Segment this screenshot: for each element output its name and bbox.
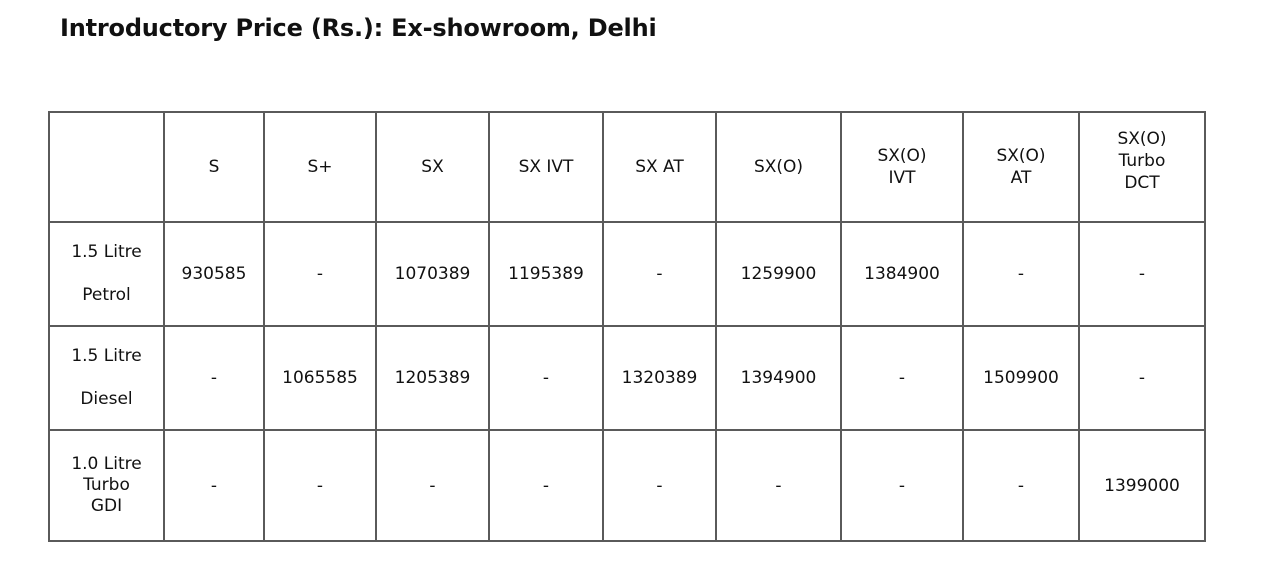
column-header-text: SX(O) Turbo DCT: [1081, 128, 1203, 194]
row-label-petrol-1-5: 1.5 Litre Petrol: [48, 221, 165, 327]
row-label-text: 1.5 Litre Diesel: [51, 346, 162, 409]
column-header-sx-ivt: SX IVT: [488, 111, 604, 223]
price-cell: -: [602, 429, 717, 542]
table-row: 1.0 Litre Turbo GDI - - - - - - - -1399000: [48, 429, 1206, 542]
row-label-line: Turbo: [83, 475, 130, 496]
price-cell: -: [715, 429, 842, 542]
row-label-line: GDI: [90, 495, 123, 516]
row-label-turbo-gdi-1-0: 1.0 Litre Turbo GDI: [48, 429, 165, 542]
row-label-text: 1.0 Litre Turbo GDI: [51, 454, 162, 516]
header-line: SX(O): [877, 145, 927, 166]
price-cell: -: [163, 429, 265, 542]
column-header-sx-o-ivt: SX(O) IVT: [840, 111, 964, 223]
column-header-sx: SX: [375, 111, 490, 223]
header-line: SX(O): [753, 156, 804, 177]
column-header-text: S+: [266, 156, 374, 178]
column-header-s: S: [163, 111, 265, 223]
table-head: S S+ SX SX IVT SX AT SX(O) SX(O) IVT SX(O) AT SX(O…: [48, 111, 1206, 223]
price-cell: -: [962, 221, 1080, 327]
header-line: IVT: [888, 168, 916, 188]
header-line: S+: [307, 156, 333, 177]
row-label-line: 1.5 Litre: [71, 346, 142, 367]
price-cell: -: [1078, 221, 1206, 327]
table-header-row: S S+ SX SX IVT SX AT SX(O) SX(O) IVT SX(O) AT SX(O…: [48, 111, 1206, 223]
label-spacer: [51, 263, 162, 285]
header-line: SX AT: [635, 156, 684, 177]
row-label-text: 1.5 Litre Petrol: [51, 242, 162, 305]
row-label-line: 1.0 Litre: [71, 454, 142, 475]
row-label-line: 1.5 Litre: [71, 242, 142, 263]
header-line: Turbo: [1118, 150, 1166, 171]
page-title: Introductory Price (Rs.): Ex-showroom, D…: [60, 14, 657, 42]
price-cell: -: [962, 429, 1080, 542]
price-cell: -: [1078, 325, 1206, 431]
column-header-text: SX(O) IVT: [843, 145, 961, 189]
price-cell: 1205389: [375, 325, 490, 431]
column-header-s-plus: S+: [263, 111, 377, 223]
label-spacer: [51, 367, 162, 389]
price-cell: 1195389: [488, 221, 604, 327]
header-line: SX: [421, 156, 444, 177]
introductory-price-table: S S+ SX SX IVT SX AT SX(O) SX(O) IVT SX(O) AT SX(O…: [48, 111, 1206, 542]
header-line: S: [208, 156, 220, 177]
price-cell: 1384900: [840, 221, 964, 327]
column-header-text: SX IVT: [491, 156, 601, 178]
column-header-sx-o-turbo-dct: SX(O) Turbo DCT: [1078, 111, 1206, 223]
price-table-container: S S+ SX SX IVT SX AT SX(O) SX(O) IVT SX(O) AT SX(O…: [48, 111, 1206, 542]
column-header-text: SX(O): [718, 156, 839, 178]
table-row: 1.5 Litre Petrol 930585-1070389 1195389-125…: [48, 221, 1206, 327]
row-label-diesel-1-5: 1.5 Litre Diesel: [48, 325, 165, 431]
price-cell: 1509900: [962, 325, 1080, 431]
price-cell: 930585: [163, 221, 265, 327]
column-header-variant: [48, 111, 165, 223]
column-header-sx-o: SX(O): [715, 111, 842, 223]
table-row: 1.5 Litre Diesel -1065585 1205389-1320389 13…: [48, 325, 1206, 431]
column-header-sx-o-at: SX(O) AT: [962, 111, 1080, 223]
price-cell: 1394900: [715, 325, 842, 431]
header-line: SX(O): [1117, 128, 1167, 149]
price-cell: 1259900: [715, 221, 842, 327]
price-cell: 1065585: [263, 325, 377, 431]
header-line: DCT: [1124, 173, 1160, 194]
column-header-text: SX: [378, 156, 487, 178]
price-cell: -: [263, 429, 377, 542]
price-cell: -: [263, 221, 377, 327]
price-cell: -: [488, 325, 604, 431]
price-cell: 1399000: [1078, 429, 1206, 542]
table-body: 1.5 Litre Petrol 930585-1070389 1195389-125…: [48, 221, 1206, 542]
price-cell: -: [163, 325, 265, 431]
price-cell: -: [840, 429, 964, 542]
column-header-text: SX(O) AT: [965, 145, 1077, 189]
price-cell: -: [602, 221, 717, 327]
price-cell: 1320389: [602, 325, 717, 431]
header-line: SX(O): [996, 145, 1046, 166]
column-header-sx-at: SX AT: [602, 111, 717, 223]
header-line: AT: [1010, 168, 1032, 188]
row-label-line: Diesel: [80, 389, 133, 409]
column-header-text: SX AT: [605, 156, 714, 178]
header-line: SX IVT: [518, 156, 574, 177]
column-header-text: S: [166, 156, 262, 178]
price-cell: 1070389: [375, 221, 490, 327]
row-label-line: Petrol: [82, 285, 131, 305]
price-cell: -: [840, 325, 964, 431]
price-cell: -: [375, 429, 490, 542]
price-cell: -: [488, 429, 604, 542]
